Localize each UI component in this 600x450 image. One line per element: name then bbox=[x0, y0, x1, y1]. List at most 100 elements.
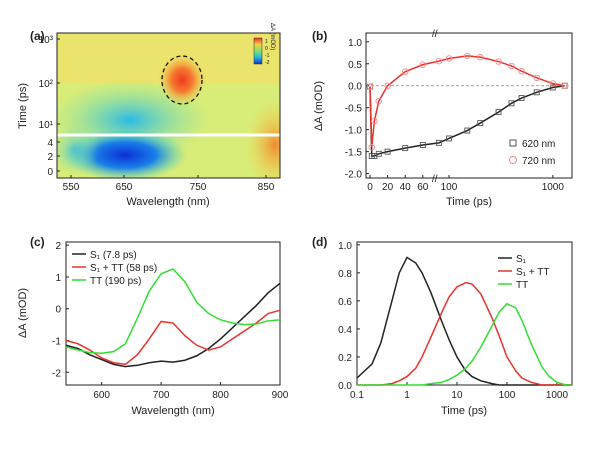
panel-a-frame bbox=[56, 32, 281, 179]
panel-b-point-620 bbox=[419, 142, 426, 148]
panel-b-axis-break-bottom: // bbox=[432, 174, 438, 185]
panel-b-ytick-label: -2.0 bbox=[345, 170, 363, 181]
panel-d-ytick-label: 1.0 bbox=[338, 241, 352, 252]
panel-b-point-620 bbox=[533, 89, 540, 96]
panel-a-ytick-label: 10² bbox=[39, 79, 54, 90]
panel-c-xtick-label: 900 bbox=[272, 390, 289, 401]
panel-b-ytick-label: -1.0 bbox=[345, 126, 363, 137]
panel-b-ytick-label: -0.5 bbox=[345, 104, 363, 115]
legend-620-label: 620 nm bbox=[522, 139, 555, 150]
legend-720-marker bbox=[509, 156, 517, 164]
panel-c-frame bbox=[65, 241, 281, 386]
panel-d-frame bbox=[356, 241, 573, 386]
panel-b-frame bbox=[365, 32, 573, 179]
panel-b-xtick-label: 40 bbox=[400, 182, 412, 193]
panel-a-xtick-label: 750 bbox=[190, 182, 207, 193]
panel-c-plot: 600 700 800 900 2 1 0 -1 -2 bbox=[52, 241, 289, 401]
panel-b-point-720 bbox=[371, 117, 378, 125]
panel-b-point-720 bbox=[508, 62, 515, 70]
panel-a-ylabel: Time (ps) bbox=[17, 83, 29, 129]
panel-b-point-620 bbox=[464, 127, 471, 134]
panel-b-ytick-label: 0.0 bbox=[348, 82, 362, 93]
panel-c-xtick-label: 600 bbox=[93, 390, 110, 401]
heatmap-positive-peak bbox=[158, 54, 206, 106]
panel-d-xtick-label: 1000 bbox=[546, 390, 569, 401]
colorbar-tick-label: 1 bbox=[265, 39, 268, 45]
heatmap-area bbox=[57, 33, 280, 178]
panel-b-legend: 620 nm 720 nm bbox=[509, 139, 555, 167]
panel-d-series-line-1 bbox=[357, 281, 572, 386]
panel-b-point-720 bbox=[476, 53, 484, 61]
panel-d-legend-label: S₁ + TT bbox=[516, 267, 549, 278]
panel-b-ytick-label: 1.0 bbox=[348, 38, 362, 49]
panel-d-series-line-2 bbox=[357, 302, 572, 386]
peak-dashed-outline bbox=[161, 55, 203, 105]
heatmap-left-band bbox=[57, 125, 100, 175]
panel-b-fit-line-1 bbox=[369, 55, 565, 148]
panel-c-ytick-label: -1 bbox=[52, 337, 61, 348]
panel-a: (a) 550 650 750 850 10³ 10² 10¹ 4 2 0 Wavelength … bbox=[17, 23, 281, 208]
panel-d-ytick-label: 0.2 bbox=[338, 353, 352, 364]
panel-a-label: (a) bbox=[30, 29, 45, 43]
panel-d-legend: S₁ S₁ + TT TT bbox=[498, 254, 549, 291]
panel-b-label: (b) bbox=[312, 29, 327, 43]
panel-d-xtick-label: 100 bbox=[499, 390, 516, 401]
panel-b-xtick-label: 1000 bbox=[542, 182, 565, 193]
panel-c-label: (c) bbox=[30, 235, 45, 249]
legend-620-marker bbox=[509, 139, 517, 147]
panel-b-point-720 bbox=[435, 57, 443, 65]
panel-a-ytick-label: 10¹ bbox=[39, 120, 54, 131]
panel-b-point-720 bbox=[518, 67, 525, 75]
panel-b-xlabel: Time (ps) bbox=[446, 196, 492, 208]
panel-d-xlabel: Time (ps) bbox=[441, 405, 487, 417]
panel-c-legend-label: TT (190 ps) bbox=[90, 276, 142, 287]
panel-b-xtick-label: 60 bbox=[417, 182, 429, 193]
panel-d-ytick-label: 0.4 bbox=[338, 325, 352, 336]
panel-b-point-620 bbox=[375, 150, 382, 157]
panel-b: (b) // // 1.0 0.5 0.0 -0.5 -1.0 -1.5 -2.0 0 20 40 60… bbox=[312, 29, 573, 208]
panel-b-point-620 bbox=[435, 139, 442, 146]
panel-d-legend-label: TT bbox=[516, 280, 528, 291]
panel-c-ytick-label: -2 bbox=[52, 368, 61, 379]
panel-b-point-620 bbox=[384, 148, 391, 155]
colorbar-tick-label: 0 bbox=[265, 46, 268, 52]
panel-b-point-620 bbox=[402, 145, 409, 152]
panel-d-legend-label: S₁ bbox=[516, 254, 527, 265]
panel-b-ytick-label: 0.5 bbox=[348, 60, 362, 71]
panel-c-ytick-label: 0 bbox=[55, 305, 61, 316]
panel-b-point-720 bbox=[445, 55, 453, 62]
panel-b-xtick-label: 20 bbox=[382, 182, 394, 193]
panel-a-xlabel: Wavelength (nm) bbox=[126, 196, 209, 208]
panel-b-point-620 bbox=[508, 100, 515, 107]
panel-b-point-620 bbox=[518, 95, 525, 101]
panel-d-xtick-label: 10 bbox=[451, 390, 463, 401]
panel-b-point-620 bbox=[477, 120, 484, 127]
panel-b-point-620 bbox=[549, 84, 556, 91]
panel-b-point-720 bbox=[549, 80, 557, 87]
panel-a-ytick-label: 10³ bbox=[39, 35, 54, 46]
panel-c-series-line-0 bbox=[65, 282, 281, 368]
panel-c-ytick-label: 1 bbox=[55, 273, 61, 284]
panel-a-xtick-label: 550 bbox=[63, 182, 80, 193]
panel-b-point-620 bbox=[495, 109, 502, 116]
panel-a-xtick-label: 650 bbox=[116, 182, 133, 193]
panel-b-point-720 bbox=[401, 68, 409, 75]
panel-d-xtick-label: 0.1 bbox=[350, 390, 364, 401]
panel-c-legend-label: S₁ (7.8 ps) bbox=[90, 250, 137, 261]
colorbar-gradient bbox=[253, 37, 263, 65]
panel-d-xtick-label: 1 bbox=[404, 390, 410, 401]
panel-b-ytick-label: -1.5 bbox=[345, 148, 363, 159]
panel-b-point-720 bbox=[419, 61, 427, 68]
panel-b-point-720 bbox=[366, 83, 374, 90]
panel-d-label: (d) bbox=[312, 235, 327, 249]
panel-a-ticks: 550 650 750 850 10³ 10² 10¹ 4 2 0 bbox=[39, 35, 275, 193]
panel-d-ytick-label: 0.6 bbox=[338, 297, 352, 308]
panel-c-xtick-label: 800 bbox=[212, 390, 229, 401]
colorbar-label: ΔA (mOD) bbox=[269, 23, 275, 50]
panel-d-ytick-label: 0.0 bbox=[338, 381, 352, 392]
panel-b-axis-break-top: // bbox=[432, 29, 438, 40]
panel-b-point-720 bbox=[464, 52, 471, 60]
panel-b-point-720 bbox=[375, 97, 383, 105]
